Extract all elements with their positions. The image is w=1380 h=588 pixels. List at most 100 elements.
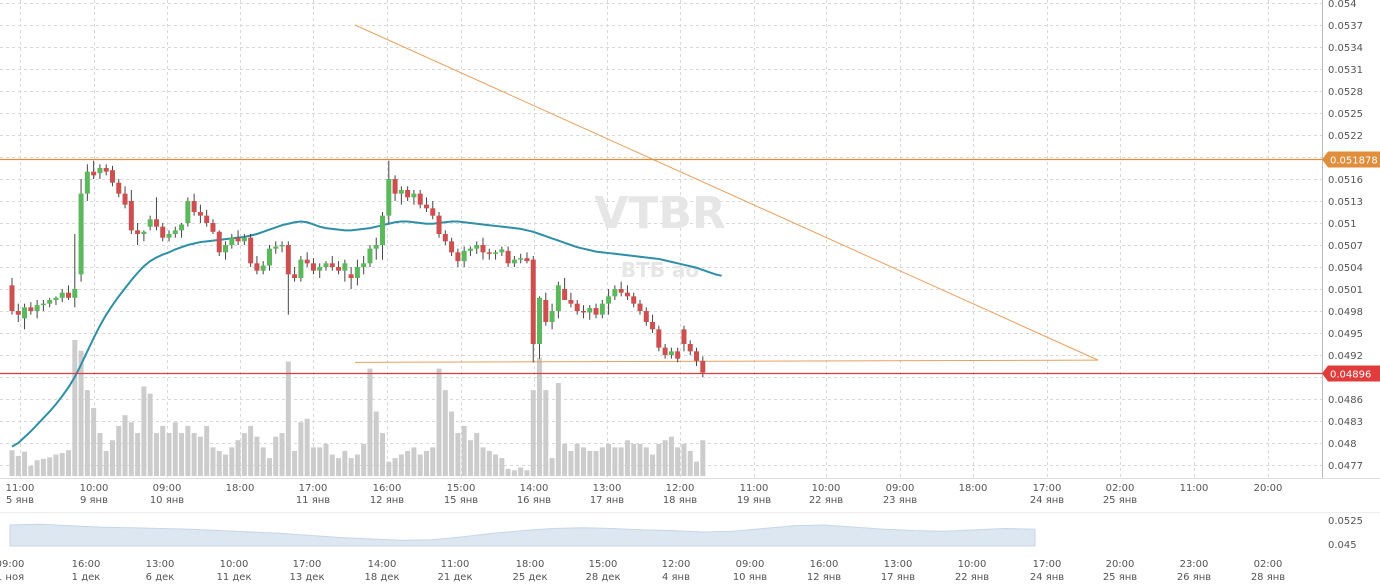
price-tick-label: 0.0507 (1328, 241, 1363, 252)
candle-body (248, 237, 254, 264)
candle-body (166, 234, 172, 238)
candle (499, 246, 505, 256)
candle (128, 190, 134, 234)
date-tick-label: 10 янв (150, 495, 184, 506)
candle-body (241, 237, 247, 242)
volume-bar (493, 454, 499, 476)
candle-body (574, 303, 580, 311)
volume-bar (141, 386, 147, 476)
candle (59, 289, 65, 303)
candle-body (423, 204, 429, 209)
candle-body (568, 300, 574, 304)
candle (147, 215, 153, 231)
candle (28, 302, 34, 315)
navigator-price-tick: 0.045 (1328, 540, 1357, 551)
volume-bar (367, 368, 373, 476)
navigator-time-label: 17:00 (1033, 559, 1062, 570)
candle-body (555, 285, 561, 311)
candle-body (15, 311, 21, 315)
candle (317, 263, 323, 278)
volume-bar (380, 433, 386, 476)
volume-bar (279, 433, 285, 476)
volume-bar (417, 454, 423, 476)
candle-body (580, 311, 586, 313)
volume-bar (266, 458, 272, 476)
volume-bar (9, 450, 15, 476)
candle (631, 292, 637, 308)
trend-line-descending (354, 24, 1099, 361)
candle-body (587, 308, 593, 313)
candle-body (455, 252, 461, 262)
candle (91, 160, 97, 179)
candle-body (549, 311, 555, 322)
candle (323, 261, 329, 271)
volume-bar (260, 447, 266, 476)
candle (574, 300, 580, 315)
candle (411, 190, 417, 205)
candle (624, 285, 630, 300)
volume-bar (103, 450, 109, 476)
navigator-time-label: 16:00 (810, 559, 839, 570)
candle-body (160, 226, 166, 238)
candle (373, 237, 379, 260)
candle-body (53, 297, 59, 300)
volume-bar (624, 440, 630, 476)
drawings[interactable] (354, 24, 1099, 363)
navigator-date-label: 4 янв (662, 572, 690, 583)
navigator[interactable]: 0.0525 0.045 09:00 1 ноя 16:00 1 дек 13:00 6 де… (0, 512, 1380, 584)
volume-bar (229, 447, 235, 476)
price-axis[interactable]: 0.054 0.0537 0.0534 0.0531 0.0528 0.0525 0.052… (1328, 0, 1363, 472)
candle-body (367, 248, 373, 264)
candle (273, 241, 279, 254)
candle-body (185, 201, 191, 223)
navigator-time-label: 09:00 (0, 559, 24, 570)
volume-bar (480, 447, 486, 476)
candle-body (461, 250, 467, 262)
candle-body (637, 303, 643, 311)
price-level-label: 0.04896 (1330, 370, 1371, 381)
time-tick-label: 18:00 (226, 483, 255, 494)
volume-bar (675, 447, 681, 476)
navigator-date-label: 1 дек (72, 572, 101, 583)
volume-bar (191, 433, 197, 476)
candle (668, 347, 674, 359)
candle-body (681, 329, 687, 344)
grid (0, 0, 1380, 479)
candle-body (298, 259, 304, 278)
candle (681, 325, 687, 352)
time-tick-label: 16:00 (373, 483, 402, 494)
price-level-tag (1322, 151, 1380, 168)
candle (160, 223, 166, 242)
candle (405, 186, 411, 201)
volume-bar (223, 454, 229, 476)
candle (254, 256, 260, 275)
volume-bar (216, 450, 222, 476)
volume-bar (518, 467, 524, 476)
candle (260, 261, 266, 275)
volume-bar (116, 425, 122, 476)
candle (66, 285, 72, 300)
candle-body (442, 234, 448, 242)
candle (637, 300, 643, 315)
candle-body (147, 219, 153, 227)
candle (656, 325, 662, 352)
volume-bar (668, 436, 674, 476)
candle-body (430, 208, 436, 216)
candle-body (518, 258, 524, 260)
candle (361, 256, 367, 275)
volume-bar (185, 425, 191, 476)
navigator-date-label: 21 дек (437, 572, 472, 583)
time-tick-label: 20:00 (1254, 483, 1283, 494)
candle-body (543, 300, 549, 322)
candle-body (204, 215, 210, 223)
candles[interactable] (9, 160, 706, 377)
candle (223, 241, 229, 260)
volume-bar (606, 443, 612, 476)
candle-body (266, 248, 272, 266)
candle-body (72, 289, 78, 298)
candle (241, 234, 247, 245)
candle (172, 226, 178, 238)
price-tick-label: 0.0531 (1328, 65, 1363, 76)
